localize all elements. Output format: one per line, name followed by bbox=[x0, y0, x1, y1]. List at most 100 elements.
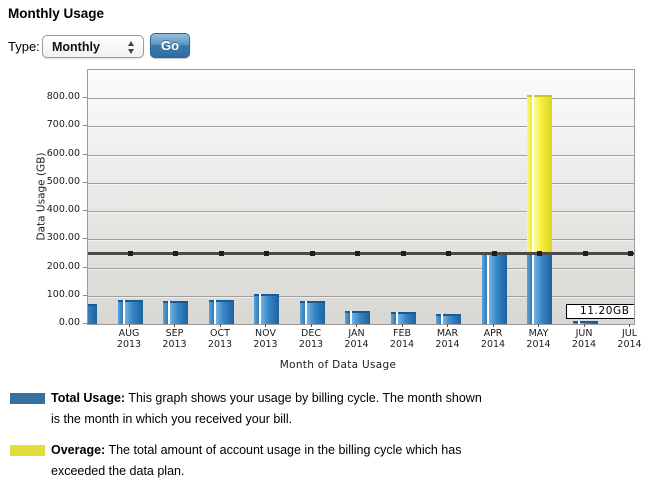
bar-group-may-2014[interactable] bbox=[527, 95, 552, 324]
x-tick-mark bbox=[447, 324, 448, 327]
x-tick-mark bbox=[265, 324, 266, 327]
gridline bbox=[88, 239, 634, 241]
gridline bbox=[88, 98, 634, 100]
bar-group-dec-2013[interactable] bbox=[299, 301, 325, 324]
x-tick-label: AUG 2013 bbox=[116, 328, 142, 350]
y-tick-label: 300.00 bbox=[46, 232, 80, 244]
bar-highlight-gap bbox=[122, 300, 125, 324]
bar-highlight-gap bbox=[395, 311, 398, 324]
y-tick-mark bbox=[83, 97, 87, 99]
total-usage-bar bbox=[254, 293, 259, 324]
bar-highlight-gap bbox=[577, 320, 580, 324]
y-tick-mark bbox=[83, 266, 87, 268]
type-select-value: Monthly bbox=[52, 40, 100, 54]
legend-description: The total amount of account usage in the… bbox=[51, 443, 462, 478]
y-tick-mark bbox=[83, 181, 87, 183]
x-tick-mark bbox=[583, 324, 585, 327]
bar-group-sep-2013[interactable] bbox=[163, 300, 188, 324]
total-usage-bar bbox=[397, 311, 416, 324]
gridline bbox=[88, 154, 634, 156]
x-tick-label: MAR 2014 bbox=[435, 328, 460, 350]
x-tick-label: JUN 2014 bbox=[571, 328, 597, 350]
legend-text-total-usage: Total Usage: This graph shows your usage… bbox=[51, 388, 483, 430]
total-usage-bar bbox=[215, 299, 234, 324]
chart-legend: Total Usage: This graph shows your usage… bbox=[0, 388, 650, 492]
total-usage-bar bbox=[352, 311, 370, 324]
overage-bar bbox=[534, 95, 552, 254]
overage-bar bbox=[527, 95, 532, 254]
y-tick-label: 0.00 bbox=[58, 317, 80, 328]
x-axis-ticks: AUG 2013 SEP 2013 OCT 2013 NOV 2013 DEC 2013 JAN 20… bbox=[87, 324, 642, 356]
total-usage-swatch bbox=[10, 393, 45, 404]
plan-line-marker bbox=[173, 250, 178, 256]
x-tick-label: SEP 2013 bbox=[162, 328, 187, 350]
bar-highlight-gap bbox=[350, 311, 352, 324]
y-tick-mark bbox=[83, 125, 87, 127]
bar-highlight-gap bbox=[532, 95, 534, 324]
y-axis-ticks: 0.00 100.00 200.00 300.00 400.00 500.00 600.00… bbox=[28, 69, 87, 328]
type-select[interactable]: Monthly bbox=[42, 35, 144, 58]
y-tick-mark bbox=[83, 238, 87, 240]
x-tick-mark bbox=[310, 324, 312, 327]
total-usage-bar bbox=[299, 301, 305, 324]
bar-group-feb-2014[interactable] bbox=[390, 311, 416, 324]
x-tick-mark bbox=[356, 324, 357, 327]
plan-line-marker bbox=[355, 250, 360, 256]
total-usage-bar bbox=[124, 300, 143, 324]
legend-item-overage: Overage: The total amount of account usa… bbox=[0, 440, 650, 482]
x-tick-mark bbox=[174, 324, 175, 327]
bar-highlight-gap bbox=[213, 299, 216, 324]
total-usage-bar bbox=[390, 311, 396, 324]
y-tick-label: 700.00 bbox=[46, 119, 80, 131]
plan-line-marker bbox=[264, 250, 269, 256]
legend-term: Total Usage: bbox=[51, 391, 126, 405]
x-tick-label: NOV 2013 bbox=[253, 328, 278, 350]
up-down-arrows-icon bbox=[128, 41, 135, 54]
x-tick-mark bbox=[401, 324, 403, 327]
x-tick-label: JUL 2014 bbox=[617, 328, 642, 350]
legend-description: This graph shows your usage by billing c… bbox=[51, 391, 482, 426]
bar-highlight-gap bbox=[259, 293, 261, 324]
go-button[interactable]: Go bbox=[150, 33, 190, 58]
overage-swatch bbox=[10, 445, 45, 456]
bar-group-left-edge-partial[interactable] bbox=[88, 303, 97, 324]
data-plan-limit-line bbox=[88, 251, 634, 255]
gridline bbox=[88, 182, 634, 184]
bar-highlight-gap bbox=[304, 301, 307, 324]
bar-group-oct-2013[interactable] bbox=[208, 299, 234, 324]
total-usage-bar bbox=[579, 320, 598, 324]
x-tick-label: JAN 2014 bbox=[344, 328, 369, 350]
x-tick-mark bbox=[538, 324, 539, 327]
plan-line-marker bbox=[628, 250, 633, 256]
x-tick-label: APR 2014 bbox=[480, 328, 506, 350]
total-usage-bar bbox=[488, 253, 507, 324]
y-tick-mark bbox=[83, 153, 87, 155]
total-usage-bar bbox=[572, 320, 578, 324]
bar-group-jan-2014[interactable] bbox=[345, 311, 370, 324]
x-tick-label: DEC 2013 bbox=[298, 328, 324, 350]
total-usage-bar bbox=[306, 301, 325, 324]
page-title: Monthly Usage bbox=[8, 6, 105, 21]
y-tick-mark bbox=[83, 210, 87, 212]
legend-text-overage: Overage: The total amount of account usa… bbox=[51, 440, 483, 482]
plan-line-marker bbox=[537, 250, 542, 256]
bar-group-apr-2014[interactable] bbox=[481, 253, 507, 324]
usage-chart: Data Usage (GB) 0.00 100.00 200.00 300.00 40… bbox=[28, 62, 648, 377]
total-usage-bar bbox=[345, 311, 350, 324]
plan-line-marker bbox=[218, 250, 224, 256]
total-usage-bar bbox=[163, 300, 168, 324]
x-axis-title: Month of Data Usage bbox=[279, 359, 397, 371]
bar-group-nov-2013[interactable] bbox=[254, 293, 279, 324]
gridline bbox=[88, 211, 634, 213]
total-usage-bar bbox=[88, 303, 97, 324]
total-usage-bar bbox=[534, 253, 552, 324]
y-tick-label: 100.00 bbox=[46, 288, 80, 300]
total-usage-bar bbox=[261, 293, 279, 324]
bar-group-aug-2013[interactable] bbox=[117, 300, 143, 324]
total-usage-bar bbox=[443, 313, 461, 324]
bar-group-jun-2014[interactable] bbox=[572, 320, 598, 324]
bar-group-mar-2014[interactable] bbox=[436, 313, 461, 324]
x-tick-label: MAY 2014 bbox=[526, 328, 551, 350]
x-tick-mark bbox=[629, 324, 630, 327]
